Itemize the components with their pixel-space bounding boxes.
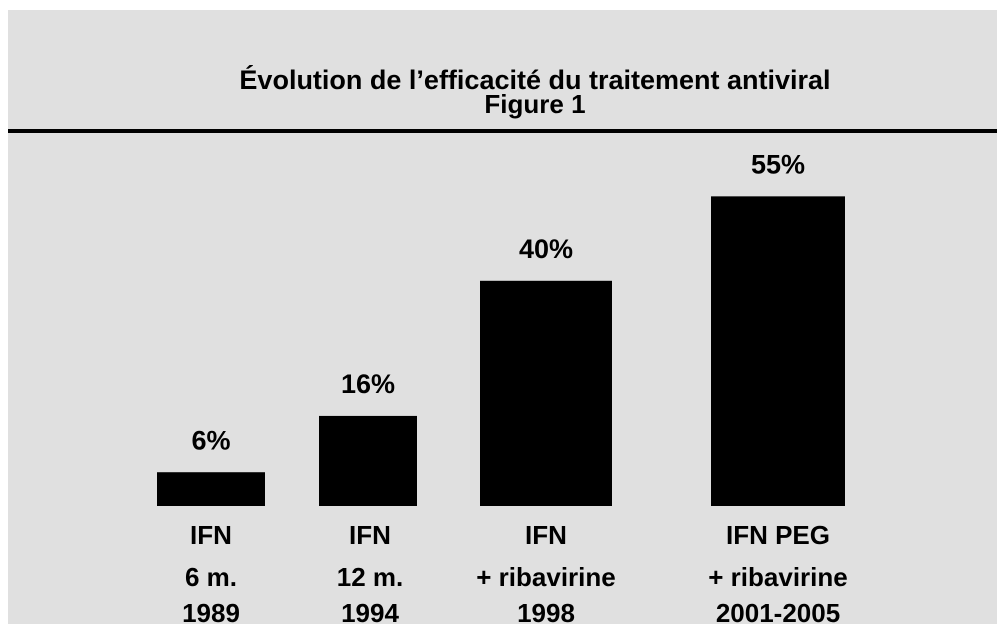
divider: [8, 129, 997, 133]
bar: [480, 280, 612, 506]
value-label: 6%: [191, 425, 230, 455]
category-label: IFN: [525, 520, 567, 550]
category-label: 1994: [341, 598, 399, 624]
chart-subtitle: Figure 1: [484, 89, 585, 119]
category-label: 1989: [182, 598, 240, 624]
category-label: + ribavirine: [708, 562, 847, 592]
category-label: IFN: [190, 520, 232, 550]
category-label: 6 m.: [185, 562, 237, 592]
bar: [711, 196, 845, 506]
category-label: 1998: [517, 598, 575, 624]
category-label: 12 m.: [337, 562, 404, 592]
chart-title: Évolution de l’efficacité du traitement …: [239, 64, 830, 95]
value-label: 40%: [519, 234, 573, 264]
category-label: IFN: [349, 520, 391, 550]
bar: [319, 415, 417, 506]
category-label: 2001-2005: [716, 598, 840, 624]
category-label: IFN PEG: [726, 520, 830, 550]
bar: [157, 472, 265, 506]
value-label: 16%: [341, 369, 395, 399]
category-label: + ribavirine: [476, 562, 615, 592]
value-label: 55%: [751, 149, 805, 179]
